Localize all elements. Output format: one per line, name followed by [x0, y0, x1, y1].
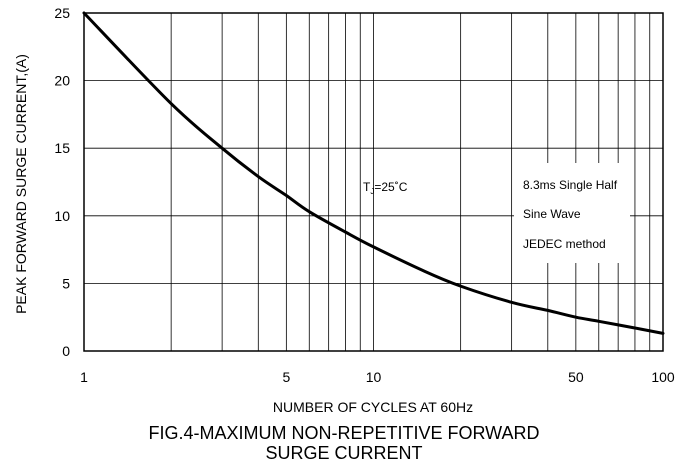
x-tick-label: 100 [651, 369, 675, 385]
x-tick-label: 50 [568, 369, 584, 385]
figure-caption-line-2: SURGE CURRENT [265, 443, 423, 463]
y-axis-title: PEAK FORWARD SURGE CURRENT,(A) [13, 54, 29, 314]
condition-line-1: 8.3ms Single Half [523, 178, 618, 192]
y-tick-label: 0 [62, 343, 70, 359]
temperature-symbol: T [363, 180, 371, 194]
temperature-subscript: J [370, 187, 374, 196]
x-tick-label: 1 [80, 369, 88, 385]
temperature-annotation: TJ=25˚C [363, 180, 408, 196]
x-axis-title: NUMBER OF CYCLES AT 60Hz [273, 399, 473, 415]
x-tick-label: 10 [366, 369, 382, 385]
temperature-value: =25˚C [374, 180, 407, 194]
y-tick-label: 5 [62, 275, 70, 291]
series-line [82, 11, 665, 335]
condition-line-3: JEDEC method [523, 237, 606, 251]
y-tick-label: 10 [54, 208, 70, 224]
condition-line-2: Sine Wave [523, 207, 581, 221]
y-tick-label: 20 [54, 73, 70, 89]
y-tick-label: 15 [54, 140, 70, 156]
series-curve [82, 11, 665, 335]
x-tick-label: 5 [282, 369, 290, 385]
plot-area-frame [83, 12, 664, 352]
conditions-label-background [514, 163, 630, 263]
y-tick-label: 25 [54, 5, 70, 21]
figure-caption-line-1: FIG.4-MAXIMUM NON-REPETITIVE FORWARD [148, 423, 540, 443]
